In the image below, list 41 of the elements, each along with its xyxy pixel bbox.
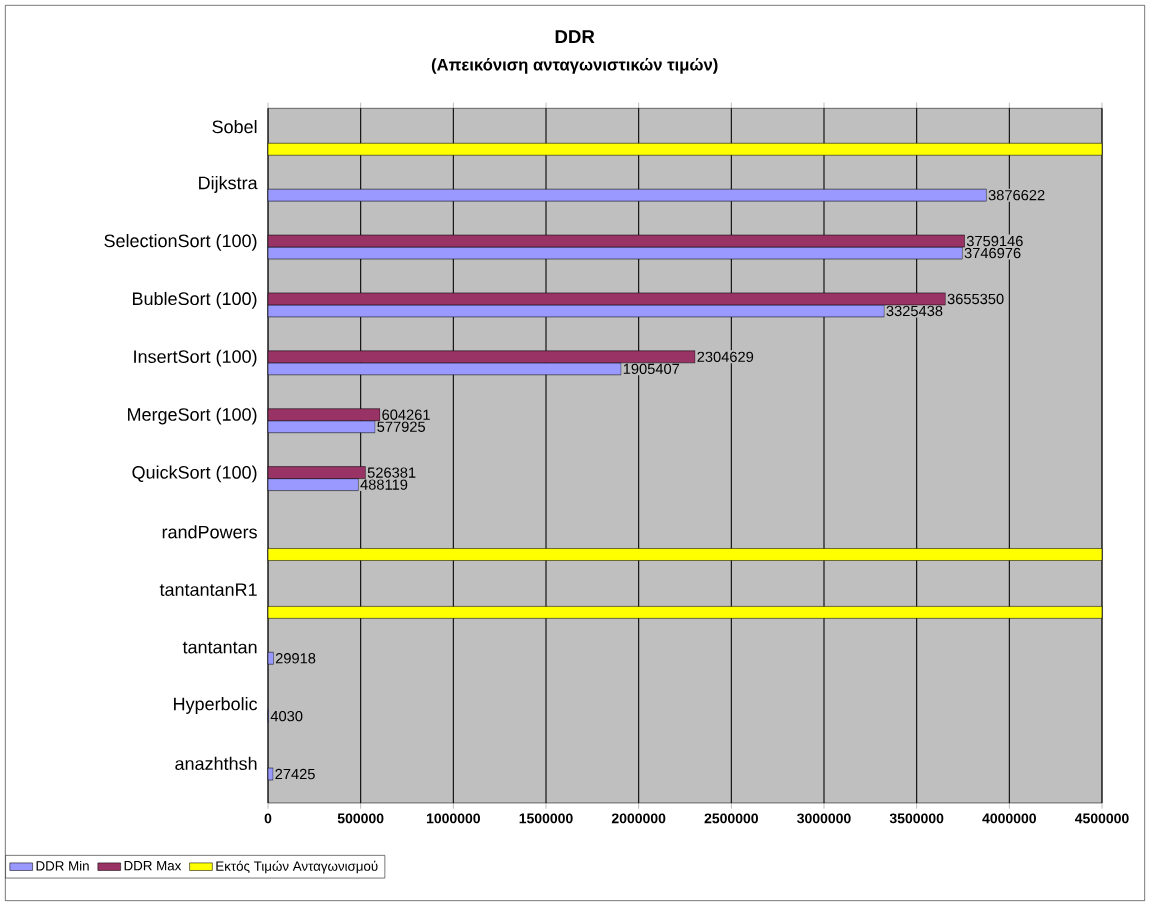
data-label: 29918 <box>275 653 316 664</box>
data-label: 1905407 <box>623 363 680 375</box>
x-tick-label: 1500000 <box>519 813 573 824</box>
y-tick-label: randPowers <box>162 525 257 539</box>
legend-label: DDR Max <box>124 861 182 871</box>
x-tick-label: 500000 <box>337 813 384 824</box>
data-label: 2304629 <box>697 351 754 363</box>
y-tick-label: Hyperbolic <box>174 697 258 714</box>
data-label: 3876622 <box>988 189 1045 201</box>
x-tick-label: 4500000 <box>1074 813 1129 824</box>
data-label: 3655350 <box>947 293 1004 305</box>
data-label: 4030 <box>270 710 303 722</box>
data-label: 3746976 <box>964 247 1021 259</box>
x-tick-label: 3000000 <box>797 813 851 824</box>
x-tick-label: 2500000 <box>704 813 758 824</box>
y-tick-label: InsertSort (100) <box>134 349 257 367</box>
x-tick-label: 2000000 <box>611 813 666 824</box>
y-tick-label: Dijkstra <box>199 176 258 193</box>
data-label: 577925 <box>377 421 426 432</box>
data-label: 27425 <box>275 768 315 780</box>
y-tick-label: tantantanR1 <box>159 583 257 596</box>
y-tick-label: QuickSort (100) <box>132 465 257 483</box>
y-tick-label: anazhthsh <box>175 756 257 770</box>
x-tick-label: 4000000 <box>982 813 1036 824</box>
data-label: 604261 <box>382 409 430 420</box>
legend-label: DDR Min <box>36 860 89 871</box>
x-tick-label: 3500000 <box>889 813 944 824</box>
y-tick-label: BubleSort (100) <box>133 291 257 309</box>
y-tick-label: tantantan <box>182 641 257 654</box>
chart-title: DDR <box>555 30 595 44</box>
x-tick-label: 1000000 <box>426 813 480 824</box>
data-label: 3325438 <box>886 305 943 317</box>
y-tick-label: Sobel <box>212 119 257 134</box>
y-tick-label: MergeSort (100) <box>128 407 257 425</box>
chart-subtitle: (Απεικόνιση ανταγωνιστικών τιμών) <box>431 58 718 74</box>
legend-label: Εκτός Τιμών Ανταγωνισμού <box>216 860 378 874</box>
y-tick-label: SelectionSort (100) <box>104 233 257 251</box>
data-label: 3759146 <box>966 235 1023 247</box>
x-tick-label: 0 <box>264 813 272 824</box>
data-label: 526381 <box>367 467 416 478</box>
data-label: 488119 <box>360 479 408 490</box>
